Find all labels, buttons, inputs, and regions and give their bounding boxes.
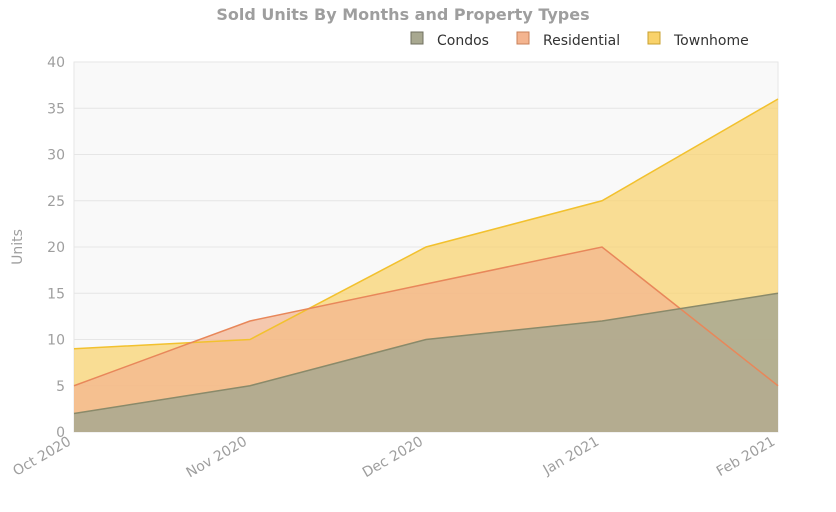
y-tick-label: 15: [47, 286, 65, 302]
x-tick-label: Oct 2020: [10, 434, 74, 480]
y-axis-label: Units: [10, 229, 26, 265]
x-tick-label: Jan 2021: [540, 434, 602, 479]
x-tick-label: Feb 2021: [714, 434, 778, 480]
y-tick-label: 5: [56, 379, 65, 395]
legend-swatch-townhome: [647, 31, 661, 45]
y-tick-label: 10: [47, 333, 65, 349]
y-axis: 0 5 10 15 20 25 30 35 40: [47, 55, 65, 441]
y-tick-label: 20: [47, 240, 65, 256]
y-tick-label: 30: [47, 148, 65, 164]
y-tick-label: 25: [47, 194, 65, 210]
y-tick-label: 40: [47, 55, 65, 71]
legend-label-residential: Residential: [543, 33, 620, 49]
x-axis: Oct 2020 Nov 2020 Dec 2020 Jan 2021 Feb 2021: [10, 434, 778, 482]
chart-title: Sold Units By Months and Property Types: [216, 5, 589, 24]
x-tick-label: Nov 2020: [184, 434, 250, 482]
legend-swatch-residential: [516, 31, 530, 45]
series-areas: [73, 98, 779, 432]
area-condos: [74, 293, 778, 432]
legend-item-townhome[interactable]: Townhome: [647, 31, 749, 49]
legend-swatch-condos: [410, 31, 424, 45]
legend: Condos Residential Townhome: [410, 31, 749, 49]
legend-item-residential[interactable]: Residential: [516, 31, 620, 49]
x-tick-label: Dec 2020: [360, 434, 426, 481]
legend-label-condos: Condos: [437, 33, 489, 49]
y-tick-label: 0: [56, 425, 65, 441]
line-residential: [73, 246, 779, 387]
legend-label-townhome: Townhome: [673, 33, 749, 49]
legend-item-condos[interactable]: Condos: [410, 31, 489, 49]
y-tick-label: 35: [47, 101, 65, 117]
line-condos: [73, 292, 779, 415]
